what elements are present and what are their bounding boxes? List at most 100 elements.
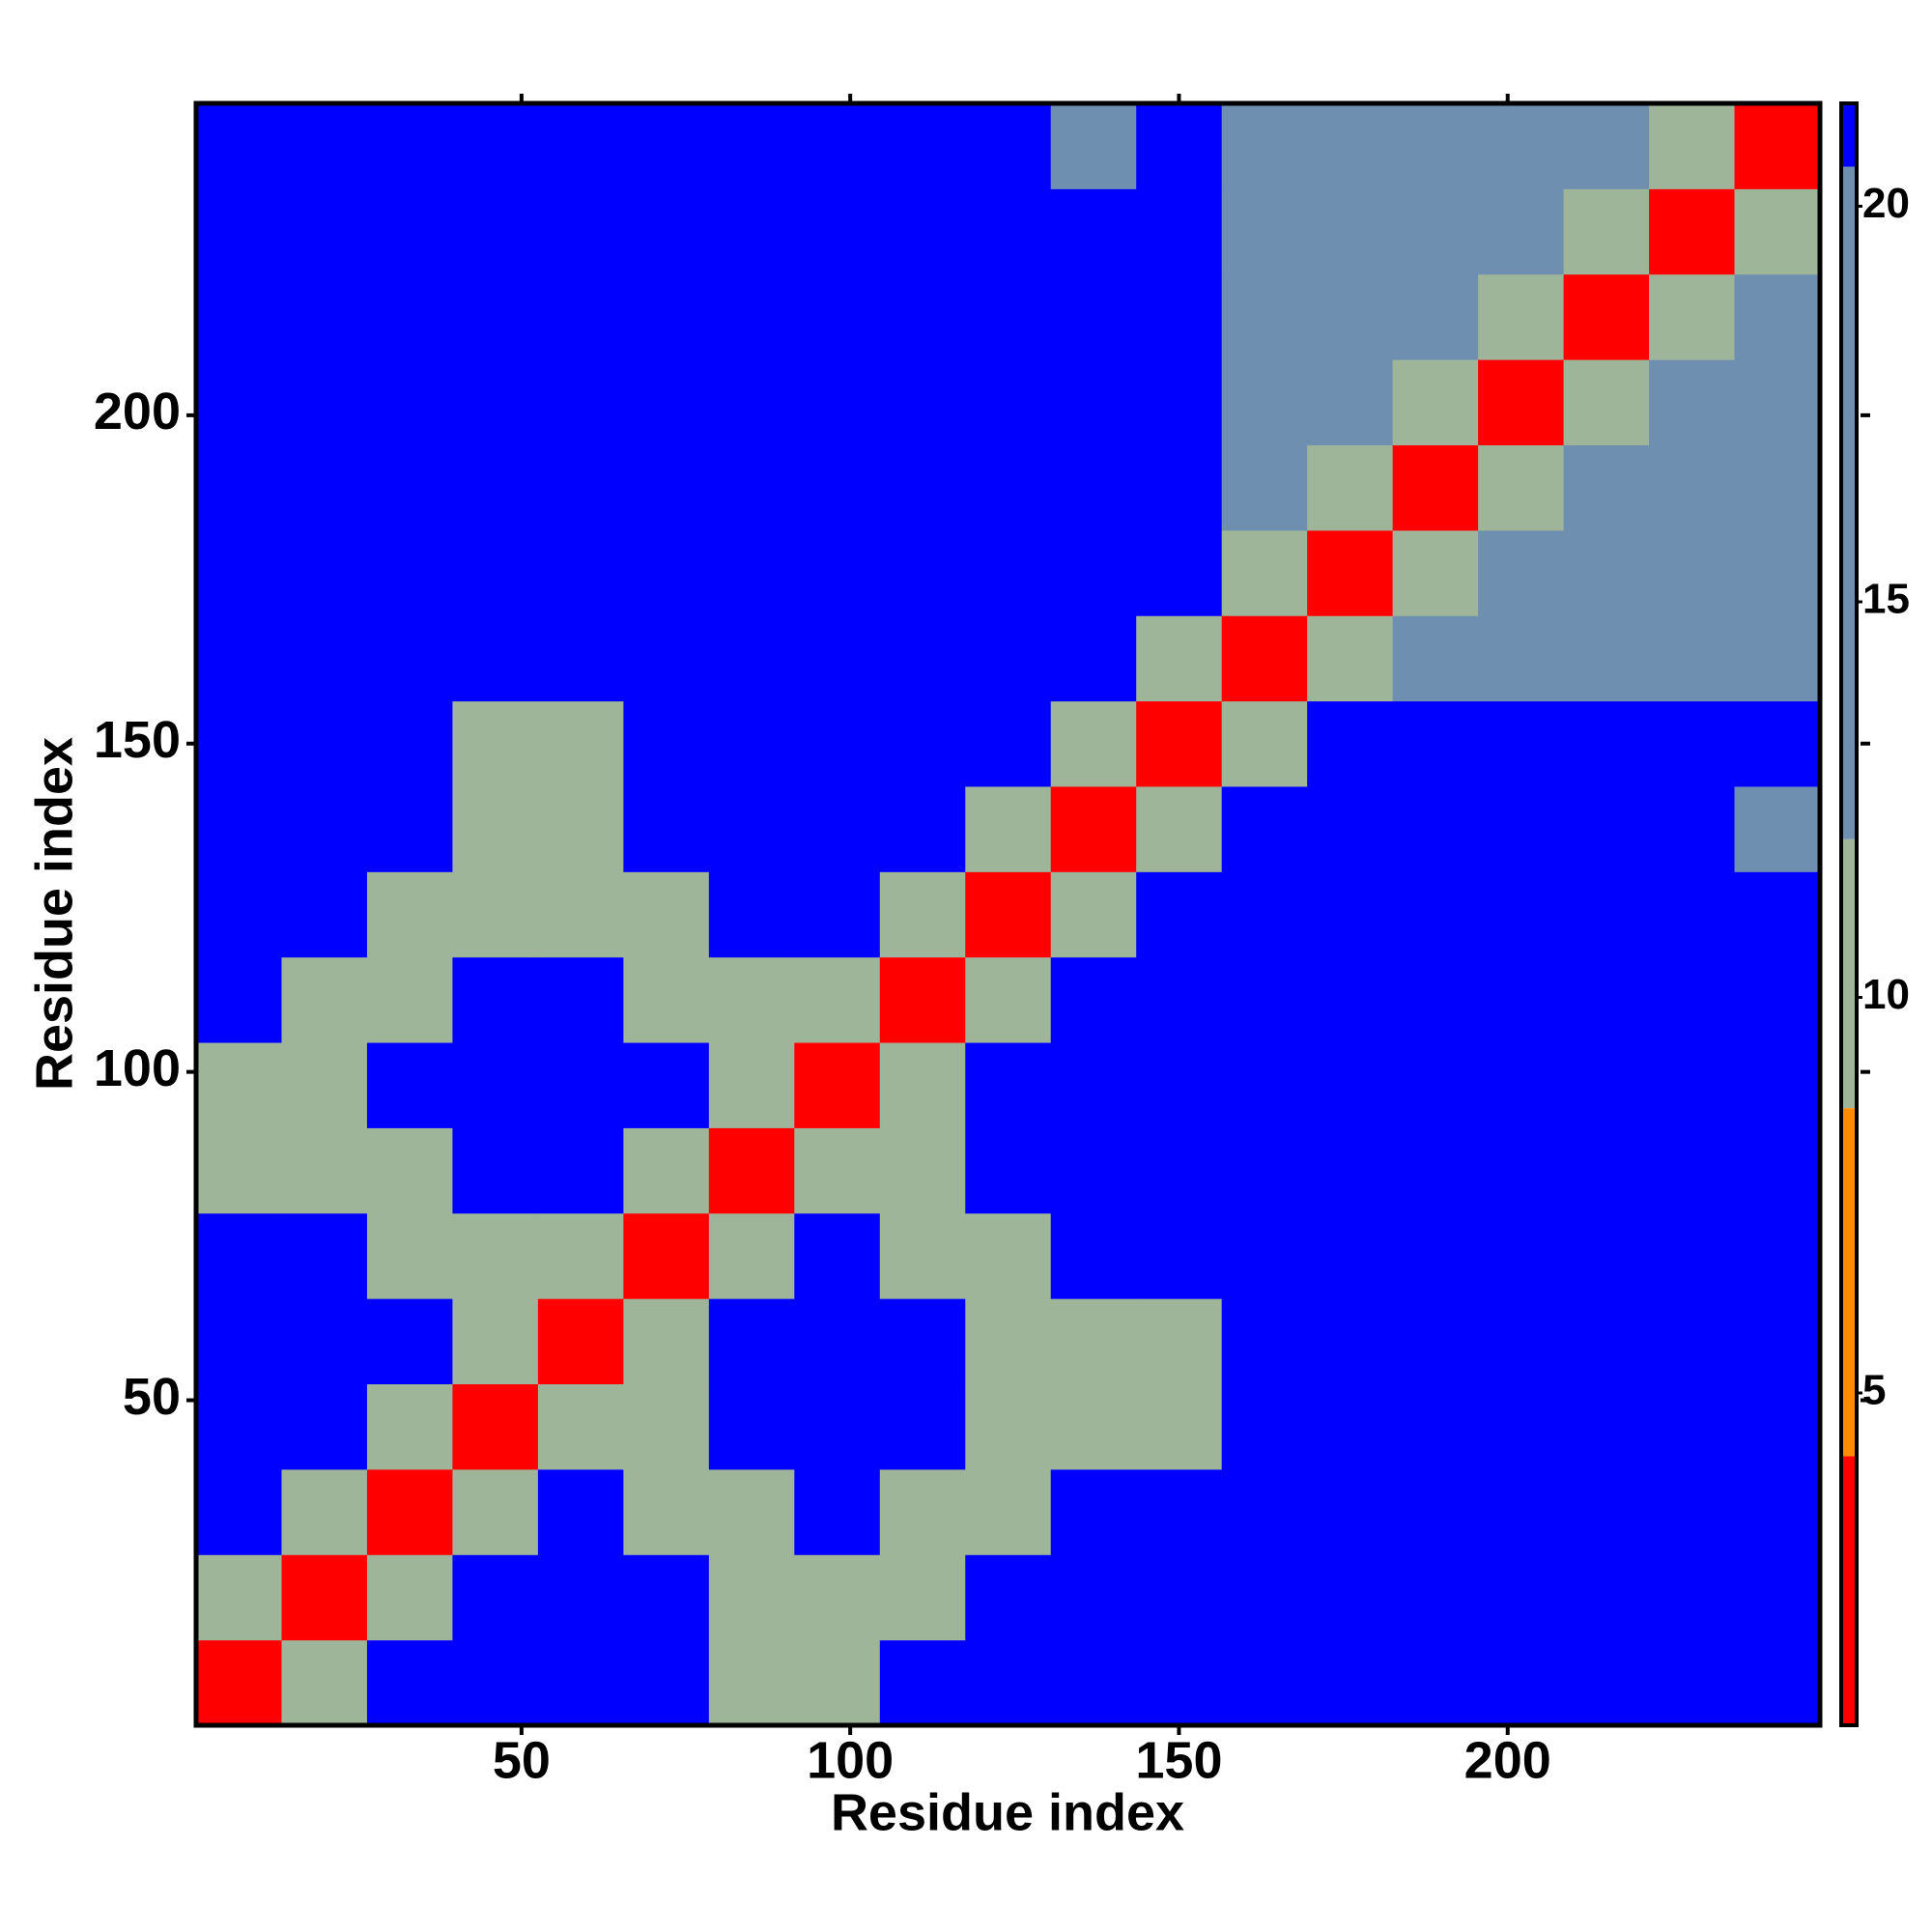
heatmap-cell (1050, 956, 1137, 1043)
heatmap-cell (366, 1042, 453, 1128)
heatmap-cell (1050, 1554, 1137, 1641)
heatmap-cell (794, 529, 881, 616)
heatmap-cell (196, 103, 282, 189)
heatmap-cell (1734, 359, 1821, 445)
heatmap-cell (366, 871, 453, 958)
heatmap-cell (1307, 444, 1394, 531)
heatmap-cell (708, 1212, 795, 1299)
heatmap-cell (366, 1212, 453, 1299)
heatmap-cell (1478, 188, 1565, 275)
heatmap-cell (452, 273, 539, 360)
heatmap-cell (623, 1212, 710, 1299)
heatmap-cell (281, 103, 368, 189)
heatmap-cell (366, 359, 453, 445)
heatmap-cell (1478, 103, 1565, 189)
heatmap-cell (1136, 1468, 1223, 1555)
heatmap-cell (1050, 1212, 1137, 1299)
heatmap-cell (452, 1212, 539, 1299)
heatmap-cell (708, 871, 795, 958)
heatmap-cell (281, 700, 368, 787)
heatmap-cell (1307, 1383, 1394, 1470)
heatmap-cell (623, 615, 710, 702)
heatmap-cell (1478, 1127, 1565, 1214)
heatmap-cell (366, 1127, 453, 1214)
heatmap-cell (537, 871, 624, 958)
heatmap-cell (452, 1383, 539, 1470)
heatmap-cell (1563, 359, 1650, 445)
heatmap-cell (623, 188, 710, 275)
heatmap-cell (1563, 1639, 1650, 1726)
heatmap-cell (965, 188, 1052, 275)
heatmap-cell (879, 1639, 966, 1726)
heatmap-cell (1221, 1127, 1308, 1214)
heatmap-cell (366, 1554, 453, 1641)
heatmap-cell (708, 1468, 795, 1555)
heatmap-cell (1392, 700, 1479, 787)
colorbar-segment (1841, 1456, 1857, 1725)
heatmap-cell (1649, 444, 1736, 531)
heatmap-cell (1649, 1127, 1736, 1214)
heatmap-cell (794, 785, 881, 872)
heatmap-cell (879, 273, 966, 360)
colorbar-tick-label: 15 (1862, 576, 1910, 623)
heatmap-cell (537, 956, 624, 1043)
heatmap-cell (965, 1383, 1052, 1470)
heatmap-cell (1563, 615, 1650, 702)
heatmap-cell (623, 871, 710, 958)
heatmap-cell (794, 1127, 881, 1214)
heatmap-cell (708, 615, 795, 702)
x-tick-label: 150 (1135, 1731, 1222, 1789)
heatmap-cell (879, 785, 966, 872)
heatmap-cell (1136, 785, 1223, 872)
heatmap-cell (537, 1468, 624, 1555)
heatmap-cell (1136, 529, 1223, 616)
heatmap-cell (452, 529, 539, 616)
heatmap-cell (537, 1554, 624, 1641)
heatmap-cell (1136, 1639, 1223, 1726)
heatmap-cell (281, 1212, 368, 1299)
heatmap-cell (965, 871, 1052, 958)
heatmap-cell (537, 444, 624, 531)
heatmap-cell (1649, 1383, 1736, 1470)
heatmap-cell (452, 188, 539, 275)
heatmap-cell (196, 188, 282, 275)
heatmap-cell (196, 956, 282, 1043)
heatmap-cell (1563, 700, 1650, 787)
heatmap-cell (366, 700, 453, 787)
heatmap-cell (1307, 956, 1394, 1043)
heatmap-cell (965, 444, 1052, 531)
heatmap-cell (281, 273, 368, 360)
heatmap-cell (879, 188, 966, 275)
heatmap-cell (1734, 615, 1821, 702)
heatmap-cell (452, 1298, 539, 1385)
heatmap-cell (281, 1554, 368, 1641)
heatmap-cell (794, 1554, 881, 1641)
heatmap-cell (281, 871, 368, 958)
heatmap-cell (794, 103, 881, 189)
heatmap-cell (1392, 1042, 1479, 1128)
heatmap-cell (1478, 871, 1565, 958)
heatmap-cell (1563, 1127, 1650, 1214)
heatmap-cell (1734, 1298, 1821, 1385)
heatmap-cell (1221, 1554, 1308, 1641)
heatmap-cell (794, 956, 881, 1043)
heatmap-cell (1136, 956, 1223, 1043)
heatmap-cell (1392, 529, 1479, 616)
heatmap-cell (1050, 871, 1137, 958)
heatmap-cell (196, 1298, 282, 1385)
heatmap-cell (196, 444, 282, 531)
heatmap-cell (708, 1127, 795, 1214)
heatmap-cell (537, 700, 624, 787)
heatmap-cell (1563, 956, 1650, 1043)
heatmap-cell (196, 273, 282, 360)
heatmap-cell (623, 1042, 710, 1128)
heatmap-cell (1221, 1383, 1308, 1470)
heatmap-cell (879, 1383, 966, 1470)
heatmap-cell (196, 871, 282, 958)
heatmap-cell (1307, 1554, 1394, 1641)
heatmap-cell (623, 1298, 710, 1385)
heatmap-cell (1392, 103, 1479, 189)
heatmap-cell (1563, 444, 1650, 531)
heatmap-cell (965, 1298, 1052, 1385)
heatmap-cell (1392, 444, 1479, 531)
